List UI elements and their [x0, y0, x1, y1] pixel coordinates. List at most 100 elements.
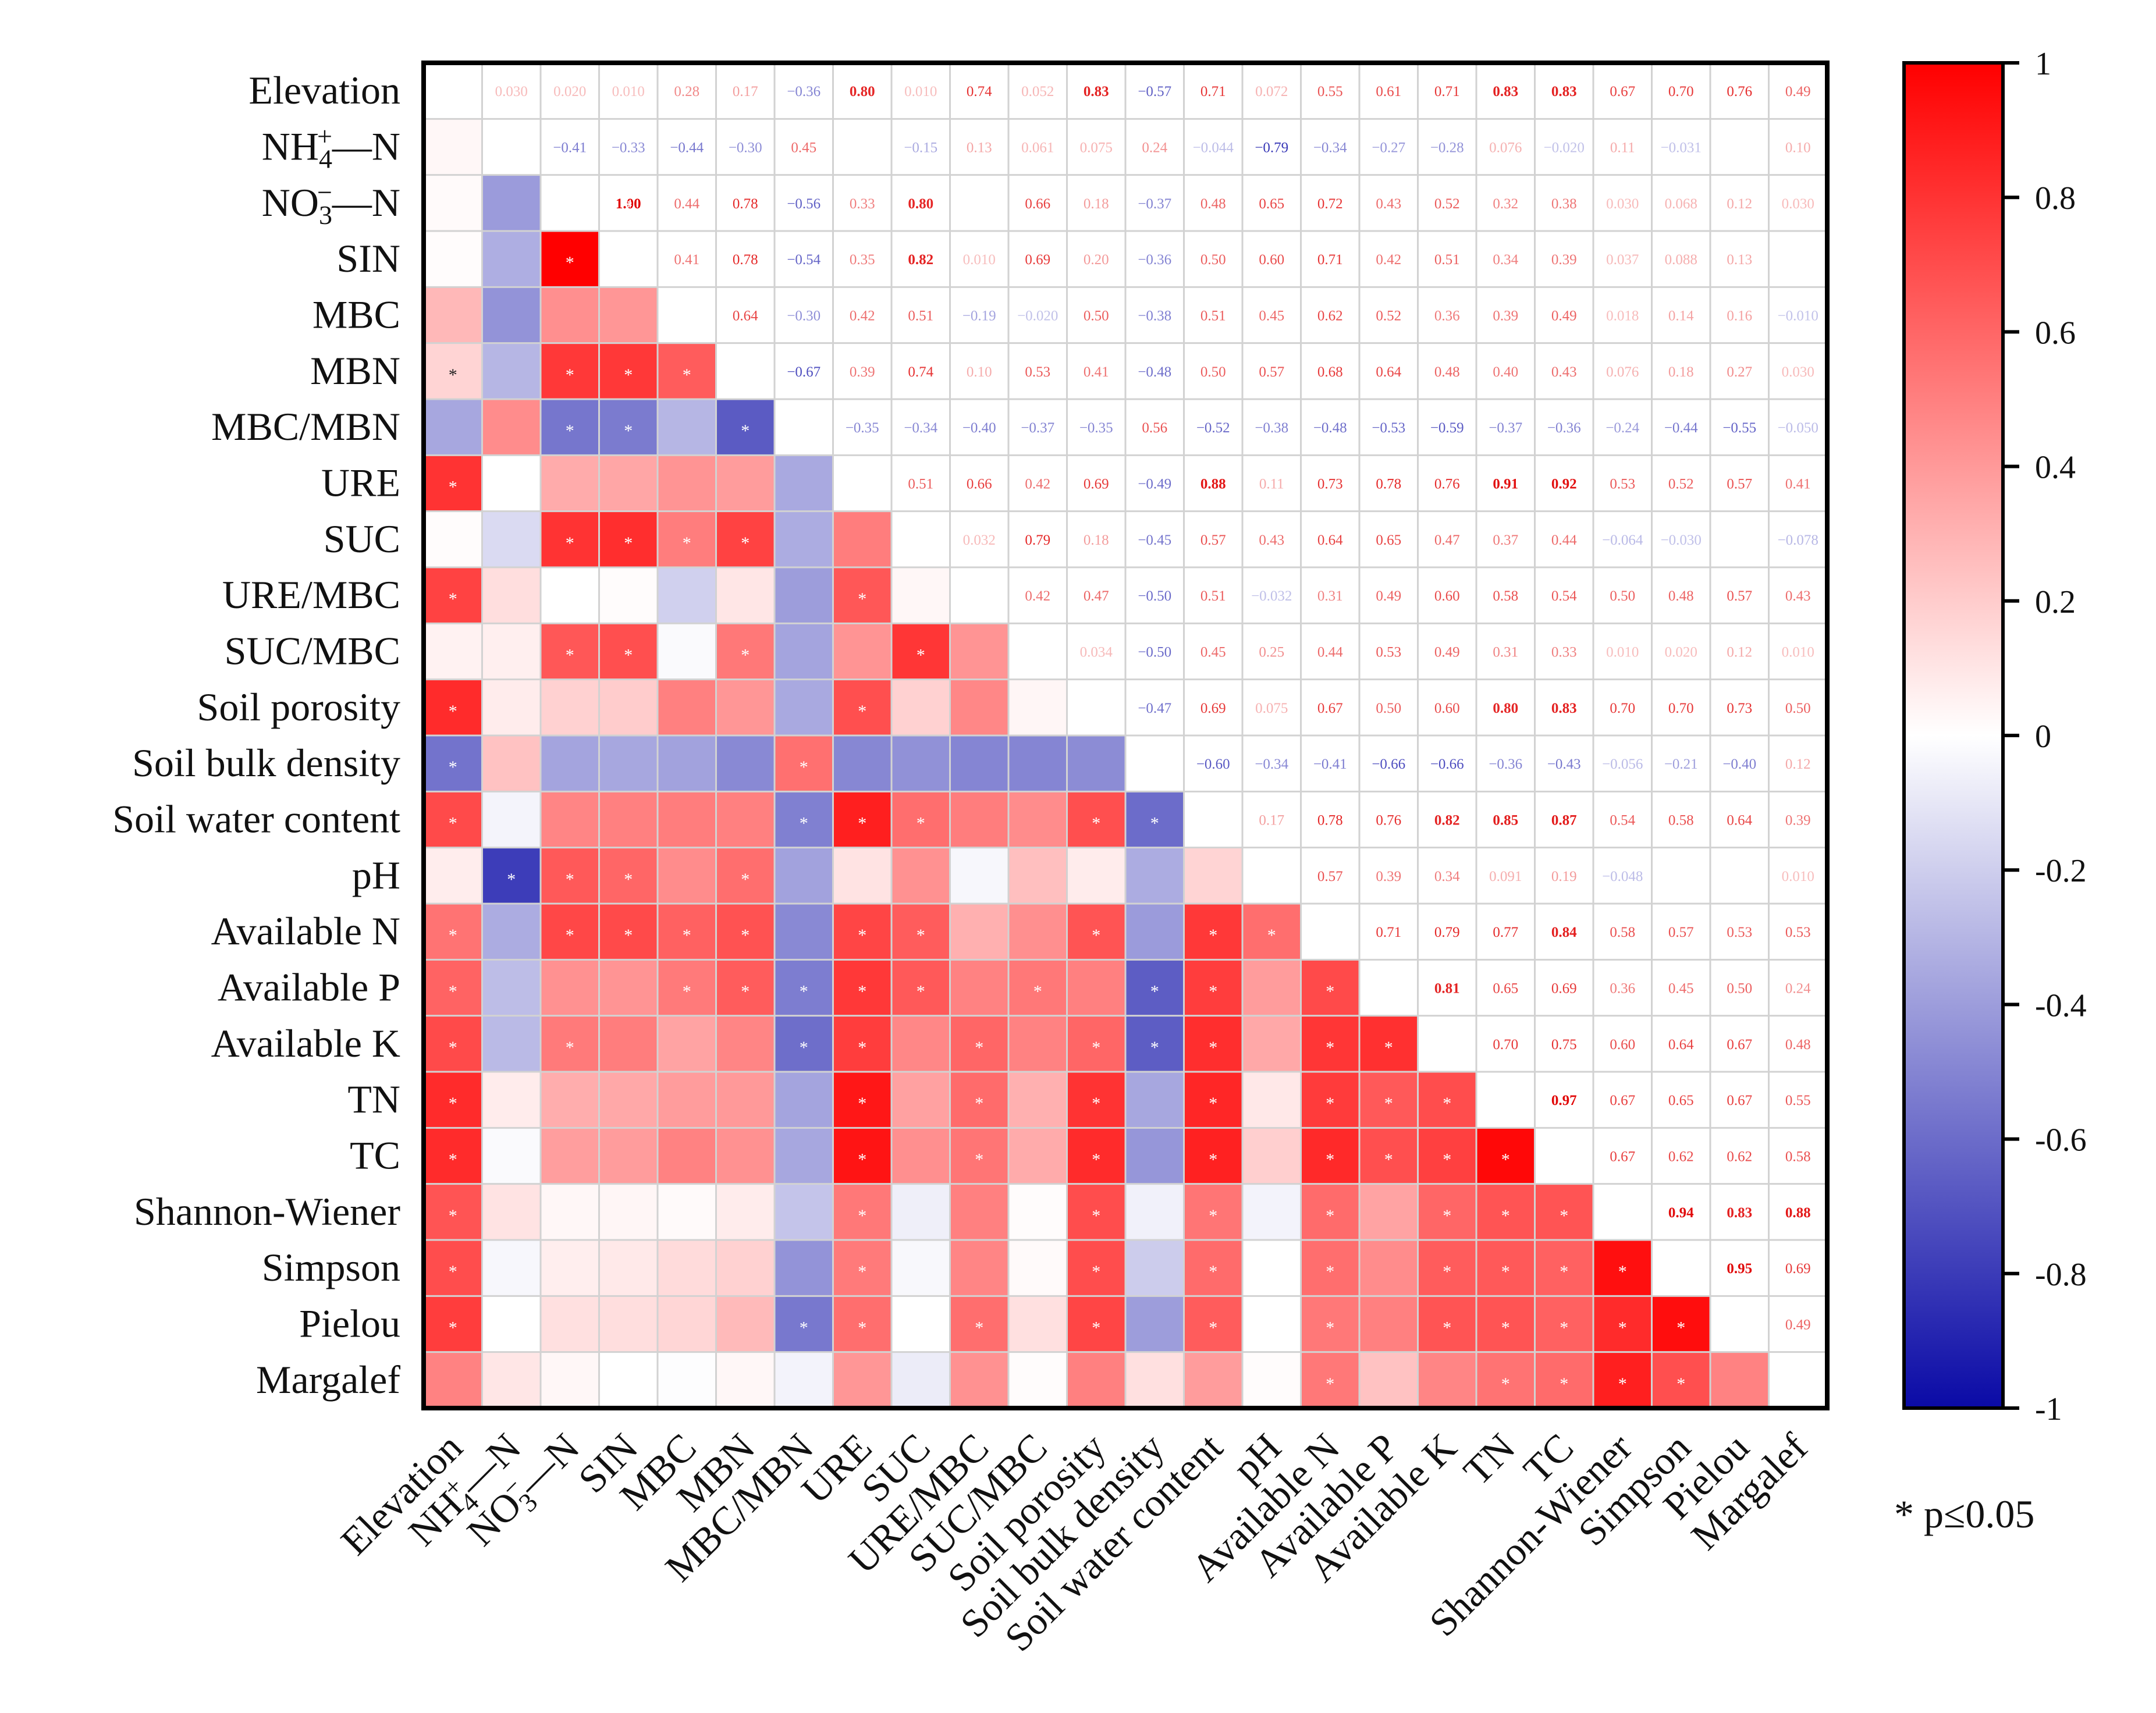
- cell-19-3: [599, 1128, 658, 1184]
- value-label-6-15: −0.48: [1313, 420, 1347, 436]
- value-label-1-9: 0.13: [967, 140, 992, 156]
- cell-20-2: [541, 1184, 599, 1240]
- value-label-6-22: −0.55: [1722, 420, 1756, 436]
- significance-star: *: [1209, 1262, 1217, 1281]
- significance-star: *: [1560, 1206, 1568, 1225]
- cell-18-9: [950, 1072, 1008, 1128]
- cell-9-5: [716, 567, 775, 624]
- value-label-9-22: 0.57: [1727, 588, 1752, 604]
- significance-star: *: [566, 1038, 574, 1057]
- value-label-10-23: 0.010: [1782, 645, 1814, 660]
- cell-21-18: [1476, 1240, 1535, 1296]
- value-label-4-20: 0.018: [1606, 308, 1639, 324]
- cell-14-8: [891, 847, 950, 904]
- significance-star: *: [566, 421, 574, 440]
- value-label-8-20: −0.064: [1602, 532, 1643, 548]
- value-label-6-23: −0.050: [1778, 420, 1818, 436]
- value-label-13-19: 0.87: [1551, 813, 1577, 829]
- value-label-10-19: 0.33: [1551, 645, 1577, 660]
- cell-21-11: [1067, 1240, 1125, 1296]
- value-label-0-17: 0.71: [1434, 84, 1460, 99]
- value-label-4-13: 0.51: [1200, 308, 1226, 324]
- cell-22-9: [950, 1296, 1008, 1352]
- significance-star: *: [1677, 1318, 1685, 1338]
- value-label-3-13: 0.50: [1200, 252, 1226, 268]
- cell-15-13: [1184, 904, 1242, 960]
- value-label-8-14: 0.43: [1259, 532, 1284, 548]
- cell-22-12: [1125, 1296, 1184, 1352]
- value-label-0-6: −0.36: [787, 84, 821, 99]
- cell-22-18: [1476, 1296, 1535, 1352]
- value-label-4-14: 0.45: [1259, 308, 1284, 324]
- value-label-7-12: −0.49: [1138, 477, 1171, 492]
- significance-star: *: [858, 982, 866, 1001]
- cell-1-0: [424, 119, 482, 175]
- significance-star: *: [1326, 1150, 1334, 1170]
- cell-23-13: [1184, 1352, 1242, 1408]
- value-label-16-18: 0.65: [1493, 981, 1518, 997]
- cell-12-10: [1008, 735, 1067, 792]
- cell-9-4: [658, 567, 716, 624]
- significance-star: *: [566, 253, 574, 272]
- cell-17-2: [541, 1015, 599, 1072]
- x-axis-labels: ElevationNH4+—NNO3−—NSINMBCMBNMBC/MBNURE…: [332, 1425, 1816, 1660]
- value-label-9-18: 0.58: [1493, 588, 1518, 604]
- cell-17-13: [1184, 1015, 1242, 1072]
- value-label-2-11: 0.18: [1084, 196, 1109, 212]
- y-label-11: Soil porosity: [197, 685, 401, 729]
- x-label-18: TN: [1455, 1425, 1523, 1494]
- significance-star: *: [975, 1318, 983, 1338]
- colorbar-gradient: [1902, 61, 2005, 1410]
- cell-22-3: [599, 1296, 658, 1352]
- value-label-4-21: 0.14: [1668, 308, 1694, 324]
- value-label-10-14: 0.25: [1259, 645, 1284, 660]
- value-label-14-23: 0.010: [1782, 869, 1814, 884]
- cell-21-20: [1593, 1240, 1652, 1296]
- significance-star: *: [1150, 814, 1159, 833]
- cell-14-6: [775, 847, 833, 904]
- cell-17-7: [833, 1015, 891, 1072]
- cell-9-7: [833, 567, 891, 624]
- value-label-15-16: 0.71: [1376, 925, 1401, 940]
- value-label-7-22: 0.57: [1727, 477, 1752, 492]
- cell-11-7: [833, 679, 891, 735]
- value-label-3-4: 0.41: [674, 252, 699, 268]
- value-label-3-12: −0.36: [1138, 252, 1171, 268]
- colorbar-tick-label: -1: [2035, 1391, 2062, 1427]
- cell-6-2: [541, 399, 599, 456]
- cell-19-4: [658, 1128, 716, 1184]
- value-label-8-19: 0.44: [1551, 532, 1577, 548]
- cell-7-2: [541, 455, 599, 511]
- value-label-11-22: 0.73: [1727, 701, 1752, 716]
- value-label-5-14: 0.57: [1259, 364, 1284, 380]
- value-label-10-21: 0.020: [1665, 645, 1697, 660]
- value-label-1-18: 0.076: [1489, 140, 1522, 156]
- cell-17-10: [1008, 1015, 1067, 1072]
- cell-16-2: [541, 959, 599, 1016]
- value-label-11-12: −0.47: [1138, 701, 1171, 716]
- value-label-7-23: 0.41: [1785, 477, 1811, 492]
- cell-22-16: [1359, 1296, 1418, 1352]
- cell-18-8: [891, 1072, 950, 1128]
- cell-15-0: [424, 904, 482, 960]
- heatmap-grid: [424, 63, 1827, 1408]
- value-label-3-21: 0.088: [1665, 252, 1697, 268]
- cell-14-12: [1125, 847, 1184, 904]
- y-label-12: Soil bulk density: [132, 741, 400, 785]
- significance-star: *: [683, 365, 691, 385]
- cell-21-10: [1008, 1240, 1067, 1296]
- cell-8-3: [599, 511, 658, 567]
- value-label-5-17: 0.48: [1434, 364, 1460, 380]
- value-label-7-18: 0.91: [1493, 477, 1518, 492]
- value-label-16-20: 0.36: [1610, 981, 1635, 997]
- value-label-4-23: −0.010: [1778, 308, 1818, 324]
- cell-20-7: [833, 1184, 891, 1240]
- value-label-3-10: 0.69: [1025, 252, 1050, 268]
- value-label-4-10: −0.020: [1017, 308, 1058, 324]
- cell-20-19: [1535, 1184, 1593, 1240]
- significance-star: *: [449, 926, 457, 945]
- value-label-12-23: 0.12: [1785, 756, 1811, 772]
- cell-12-6: [775, 735, 833, 792]
- cell-17-8: [891, 1015, 950, 1072]
- value-label-2-14: 0.65: [1259, 196, 1284, 212]
